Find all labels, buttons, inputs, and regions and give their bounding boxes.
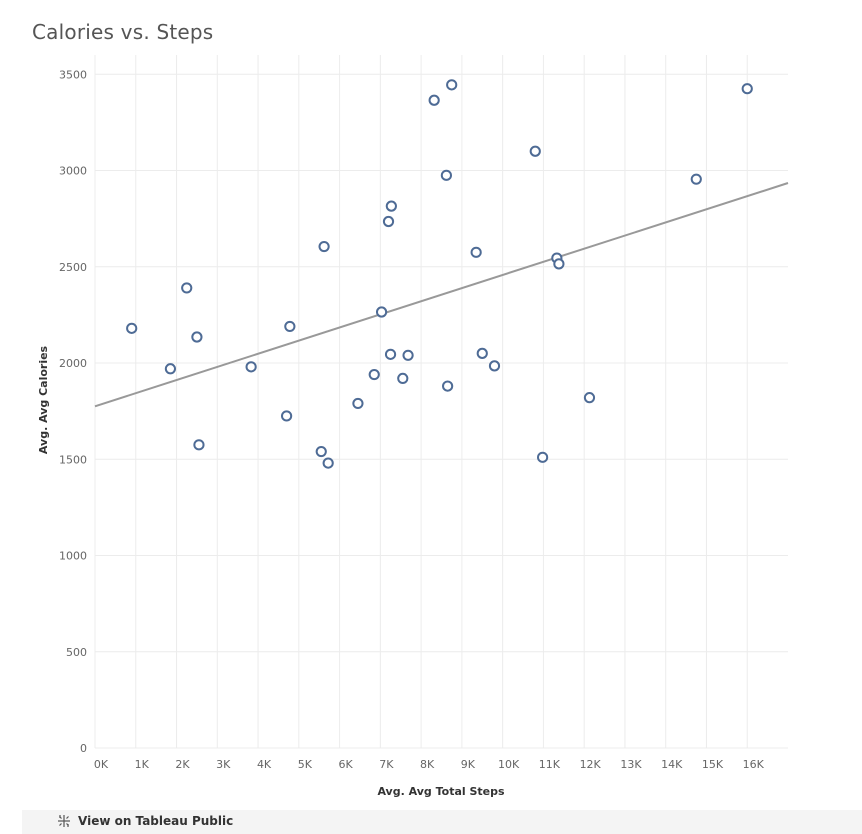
scatter-point[interactable]: [126, 322, 138, 334]
scatter-point[interactable]: [382, 215, 395, 228]
scatter-point[interactable]: [440, 169, 452, 181]
footer-bar: [22, 810, 862, 834]
x-tick-label: 6K: [338, 758, 353, 771]
x-axis-ticks: 0K 1K 2K 3K 4K 5K 6K 7K 8K 9K 10K 11K 12K 13K 14K 15K 16…: [94, 758, 765, 771]
y-tick-label: 1500: [59, 453, 87, 466]
y-axis-ticks: 0 500 1000 1500 2000 2500 3000 3500: [59, 68, 87, 755]
y-axis-title: Avg. Avg Calories: [37, 345, 50, 454]
scatter-point[interactable]: [193, 439, 205, 451]
x-tick-label: 10K: [498, 758, 520, 771]
x-tick-label: 15K: [702, 758, 724, 771]
scatter-point[interactable]: [368, 368, 380, 381]
scatter-point[interactable]: [442, 380, 454, 392]
trend-line-group: [94, 182, 789, 408]
scatter-chart: 0K 1K 2K 3K 4K 5K 6K 7K 8K 9K 10K 11K 12K 13K 14K 15K 16…: [37, 55, 789, 798]
scatter-point[interactable]: [385, 200, 397, 212]
scatter-point[interactable]: [318, 240, 330, 253]
x-tick-label: 1K: [135, 758, 150, 771]
scatter-point[interactable]: [181, 282, 193, 294]
scatter-point[interactable]: [284, 320, 296, 333]
x-tick-label: 2K: [175, 758, 190, 771]
x-tick-label: 9K: [461, 758, 476, 771]
x-tick-label: 14K: [661, 758, 683, 771]
scatter-point[interactable]: [322, 457, 334, 469]
x-tick-label: 8K: [420, 758, 435, 771]
scatter-point[interactable]: [428, 94, 440, 106]
x-tick-label: 16K: [743, 758, 765, 771]
x-tick-label: 4K: [257, 758, 272, 771]
scatter-point[interactable]: [553, 258, 565, 270]
footer-link-label: View on Tableau Public: [78, 814, 234, 828]
scatter-point[interactable]: [536, 451, 549, 463]
y-tick-label: 0: [80, 742, 87, 755]
y-tick-label: 500: [66, 646, 87, 659]
scatter-point[interactable]: [529, 145, 541, 157]
scatter-point[interactable]: [245, 361, 257, 373]
x-tick-label: 12K: [580, 758, 602, 771]
chart-title: Calories vs. Steps: [32, 20, 214, 44]
x-tick-label: 0K: [94, 758, 109, 771]
x-tick-label: 3K: [216, 758, 231, 771]
scatter-point[interactable]: [446, 79, 458, 91]
scatter-point[interactable]: [402, 349, 414, 361]
data-points: [126, 79, 753, 469]
y-tick-label: 1000: [59, 550, 87, 563]
tableau-logo-icon: [56, 813, 72, 829]
x-axis-title: Avg. Avg Total Steps: [377, 785, 505, 798]
scatter-point[interactable]: [280, 410, 293, 422]
view-on-tableau-public-link[interactable]: View on Tableau Public: [56, 813, 233, 829]
scatter-point[interactable]: [375, 306, 388, 318]
scatter-point[interactable]: [315, 445, 327, 458]
scatter-point[interactable]: [164, 363, 177, 375]
y-tick-label: 3500: [59, 68, 87, 81]
y-tick-label: 3000: [59, 165, 87, 178]
scatter-point[interactable]: [397, 372, 409, 384]
scatter-point[interactable]: [191, 331, 203, 343]
x-tick-label: 5K: [298, 758, 313, 771]
x-tick-label: 11K: [539, 758, 561, 771]
y-tick-label: 2000: [59, 357, 87, 370]
scatter-point[interactable]: [476, 347, 488, 359]
scatter-point[interactable]: [690, 173, 702, 185]
grid-lines: [94, 55, 788, 749]
scatter-point[interactable]: [488, 360, 501, 372]
scatter-point[interactable]: [470, 246, 482, 258]
x-tick-label: 13K: [620, 758, 642, 771]
scatter-point[interactable]: [352, 397, 364, 410]
scatter-point[interactable]: [583, 392, 596, 404]
scatter-point[interactable]: [384, 348, 397, 360]
x-tick-label: 7K: [379, 758, 394, 771]
y-tick-label: 2500: [59, 261, 87, 274]
scatter-point[interactable]: [741, 83, 753, 95]
trend-line: [94, 182, 789, 408]
